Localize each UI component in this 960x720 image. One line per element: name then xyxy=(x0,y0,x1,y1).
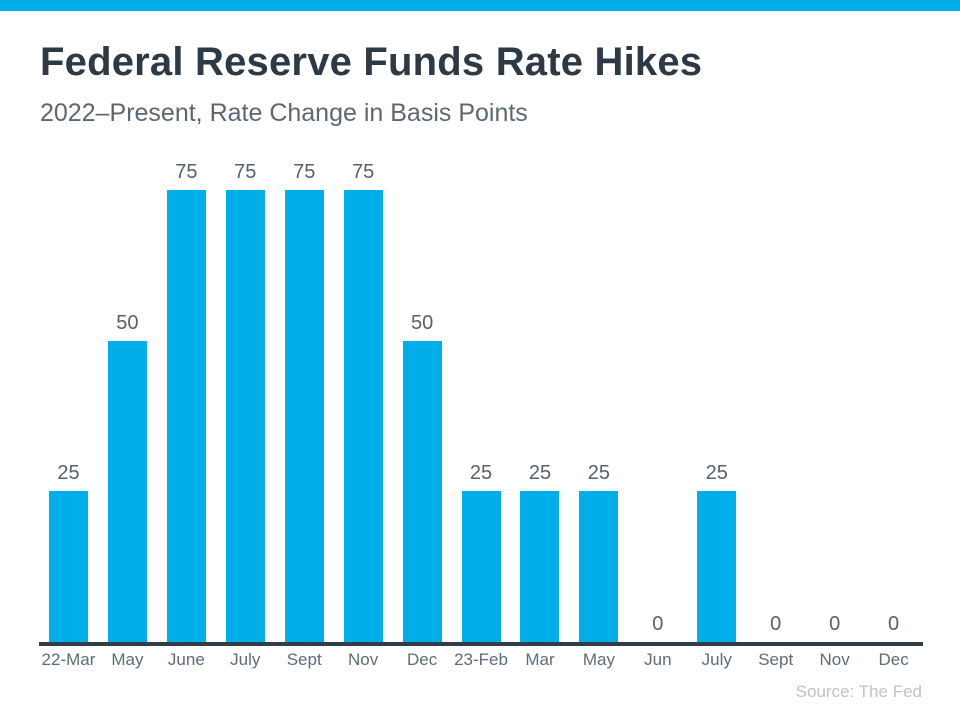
x-axis-label: Nov xyxy=(348,650,379,669)
bar xyxy=(48,491,88,642)
bar-value-label: 75 xyxy=(175,161,198,183)
bar-column: 0 xyxy=(805,155,864,642)
bar-column: 75 xyxy=(334,155,393,642)
bar xyxy=(461,491,501,642)
bar-value-label: 25 xyxy=(528,462,552,484)
bar xyxy=(343,190,383,642)
bar-column: 50 xyxy=(98,155,157,642)
bar xyxy=(225,190,265,642)
bar-column: 25 xyxy=(687,155,746,642)
bar xyxy=(697,491,737,642)
bar-value-label: 75 xyxy=(352,161,375,183)
bar xyxy=(107,341,147,642)
bar-column: 75 xyxy=(157,155,216,642)
x-axis-label: 23-Feb xyxy=(454,650,508,669)
bar-value-label: 75 xyxy=(234,161,257,183)
bar xyxy=(520,491,560,642)
bar-column: 0 xyxy=(746,155,805,642)
bar-value-label: 50 xyxy=(116,312,139,334)
plot-area: 25 50 75 75 75 75 50 25 25 25 0 25 0 0 0 xyxy=(39,155,923,642)
x-axis-label: July xyxy=(701,650,732,669)
brand-accent-bar xyxy=(0,0,960,11)
x-axis-label: Mar xyxy=(525,650,555,669)
bar-value-label: 25 xyxy=(705,462,728,484)
bar-value-label: 0 xyxy=(829,613,841,635)
x-axis-label: May xyxy=(582,650,615,669)
bar-value-label: 25 xyxy=(57,462,80,484)
bar xyxy=(579,491,619,642)
source-note: Source: The Fed xyxy=(795,682,922,701)
bar-column: 25 xyxy=(39,155,98,642)
chart-subtitle: 2022–Present, Rate Change in Basis Point… xyxy=(40,99,528,127)
bar-column: 75 xyxy=(216,155,275,642)
bar-column: 25 xyxy=(452,155,511,642)
bar xyxy=(284,190,324,642)
bar-column: 0 xyxy=(864,155,923,642)
x-axis-label: Dec xyxy=(878,650,909,669)
bar-column: 75 xyxy=(275,155,334,642)
bar-value-label: 0 xyxy=(770,613,782,635)
bar-column: 25 xyxy=(511,155,570,642)
bar-value-label: 0 xyxy=(888,613,900,635)
bar-value-label: 25 xyxy=(469,462,493,484)
x-axis: 22-Mar May June July Sept Nov Dec 23-Feb Mar May J… xyxy=(39,650,923,670)
x-axis-label: 22-Mar xyxy=(41,650,96,669)
bar-value-label: 50 xyxy=(410,312,434,334)
bar-column: 25 xyxy=(569,155,628,642)
x-axis-label: Sept xyxy=(286,650,322,669)
x-axis-label: Nov xyxy=(819,650,850,669)
x-axis-label: July xyxy=(230,650,261,669)
x-axis-label: Jun xyxy=(644,650,672,669)
x-axis-label: May xyxy=(111,650,144,669)
bar xyxy=(166,190,206,642)
bar-column: 0 xyxy=(628,155,687,642)
x-axis-line xyxy=(39,642,923,646)
bar-value-label: 75 xyxy=(293,161,316,183)
bar-column: 50 xyxy=(393,155,452,642)
bar xyxy=(402,341,442,642)
chart-title: Federal Reserve Funds Rate Hikes xyxy=(40,40,703,84)
bar-value-label: 25 xyxy=(587,462,611,484)
x-axis-label: June xyxy=(167,650,205,669)
x-axis-label: Dec xyxy=(406,650,438,669)
bar-value-label: 0 xyxy=(652,613,664,635)
x-axis-label: Sept xyxy=(758,650,794,669)
